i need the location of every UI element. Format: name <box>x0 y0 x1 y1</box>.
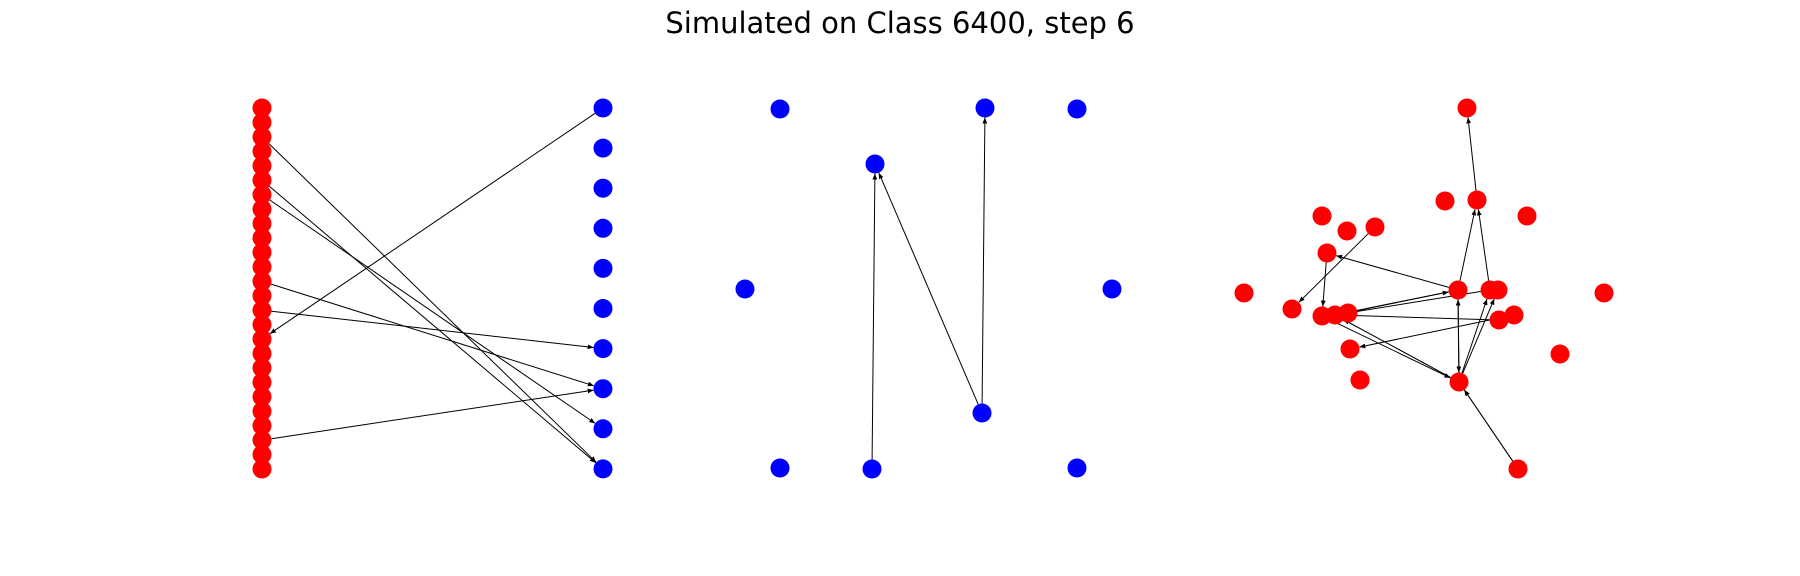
red-node <box>252 242 272 262</box>
blue-node <box>593 339 613 359</box>
blue-node <box>770 99 790 119</box>
force-edge <box>1335 254 1450 288</box>
force-edge <box>1359 316 1505 349</box>
red-node <box>252 185 272 205</box>
red-node <box>252 387 272 407</box>
force-edge <box>1320 262 1327 307</box>
red-node <box>1517 206 1537 226</box>
blue-node <box>593 218 613 238</box>
bipartite-edge <box>270 283 595 387</box>
red-node <box>1340 339 1360 359</box>
force-edge <box>1298 233 1369 303</box>
red-node <box>1457 98 1477 118</box>
red-node <box>252 271 272 291</box>
red-node <box>252 127 272 147</box>
red-node <box>1234 283 1254 303</box>
red-node <box>252 257 272 277</box>
blue-node <box>975 98 995 118</box>
red-node <box>252 459 272 479</box>
blue-node <box>865 154 885 174</box>
force-edge <box>1463 389 1514 462</box>
red-node <box>252 329 272 349</box>
blue-node <box>1067 458 1087 478</box>
blue-node <box>593 98 613 118</box>
red-node <box>252 112 272 132</box>
red-node <box>252 358 272 378</box>
ring-edge <box>878 172 979 405</box>
red-node <box>1550 344 1570 364</box>
red-node <box>1488 280 1508 300</box>
force-edge <box>1343 319 1451 378</box>
blue-node <box>593 299 613 318</box>
force-edge <box>1455 299 1461 373</box>
blue-node <box>770 458 790 478</box>
blue-node <box>593 258 613 278</box>
blue-node <box>735 279 755 299</box>
force-edge <box>1462 298 1495 374</box>
blue-node <box>862 459 882 479</box>
red-node <box>252 156 272 176</box>
blue-node <box>1067 99 1087 119</box>
force-edge <box>1459 209 1477 281</box>
red-node <box>1317 243 1337 263</box>
red-node <box>1448 280 1468 300</box>
force-edge <box>1476 209 1490 281</box>
force-edge <box>1330 319 1451 379</box>
red-node <box>252 372 272 392</box>
figure-title: Simulated on Class 6400, step 6 <box>665 6 1135 40</box>
red-node <box>1489 310 1509 330</box>
bipartite-edge <box>268 143 597 463</box>
red-node <box>1337 221 1357 241</box>
ring-edge <box>871 173 878 460</box>
red-node <box>252 199 272 219</box>
red-node <box>252 170 272 190</box>
red-node <box>252 141 272 161</box>
red-node <box>252 416 272 436</box>
red-node <box>252 315 272 335</box>
bipartite-edge <box>271 388 594 440</box>
force-edge <box>1344 291 1449 315</box>
force-edge <box>1466 117 1477 191</box>
red-node <box>252 300 272 320</box>
bipartite-edge <box>271 310 594 350</box>
blue-node <box>593 138 613 158</box>
red-node <box>1504 305 1524 325</box>
blue-node <box>593 178 613 198</box>
red-node <box>252 401 272 421</box>
red-node <box>252 214 272 234</box>
blue-node <box>593 419 613 439</box>
blue-node <box>972 403 992 423</box>
red-node <box>252 228 272 248</box>
ring-edge <box>981 117 988 404</box>
blue-node <box>1102 279 1122 299</box>
red-node <box>1282 299 1302 319</box>
red-node <box>252 430 272 450</box>
red-node <box>1338 303 1358 323</box>
red-node <box>252 343 272 363</box>
blue-node <box>593 379 613 399</box>
red-node <box>1508 459 1528 479</box>
bipartite-panel <box>252 98 613 479</box>
bipartite-edge <box>269 112 596 335</box>
red-node <box>1365 217 1385 237</box>
bipartite-edge <box>269 199 596 424</box>
force-edge <box>1344 313 1490 321</box>
red-node <box>1435 191 1455 211</box>
red-node <box>252 445 272 465</box>
red-node <box>1594 283 1614 303</box>
blue-node <box>593 459 613 479</box>
red-node <box>1467 190 1487 210</box>
red-node <box>252 286 272 306</box>
red-node <box>1350 370 1370 390</box>
red-node <box>252 98 272 118</box>
force-edge <box>1461 298 1488 374</box>
red-node <box>1449 372 1469 392</box>
circle-panel <box>735 98 1122 479</box>
spring-panel <box>1234 98 1614 479</box>
bipartite-edge <box>268 185 597 464</box>
red-node <box>1312 206 1332 226</box>
